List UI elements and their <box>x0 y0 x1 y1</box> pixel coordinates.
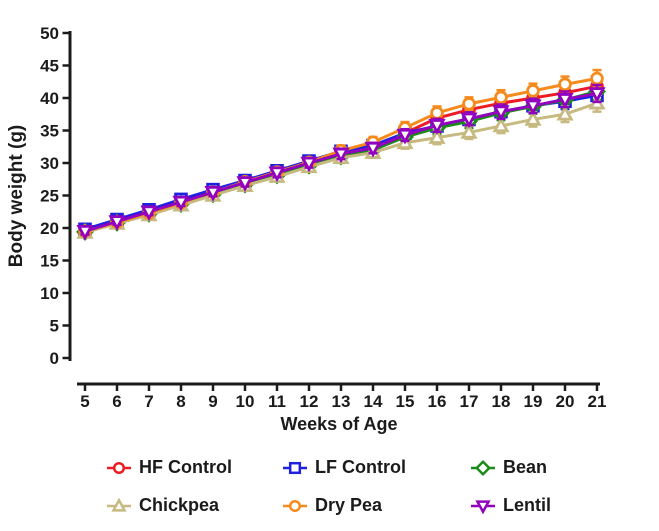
legend-item-hf-control: HF Control <box>106 457 232 478</box>
svg-text:15: 15 <box>396 392 415 411</box>
svg-text:20: 20 <box>556 392 575 411</box>
svg-text:5: 5 <box>80 392 89 411</box>
svg-text:9: 9 <box>208 392 217 411</box>
legend-label-chickpea: Chickpea <box>139 495 220 515</box>
svg-text:13: 13 <box>332 392 351 411</box>
svg-text:45: 45 <box>40 57 59 76</box>
dry-pea-marker-icon <box>283 499 307 512</box>
x-axis-label: Weeks of Age <box>280 414 397 434</box>
svg-text:20: 20 <box>40 219 59 238</box>
legend-item-chickpea: Chickpea <box>106 495 219 516</box>
svg-text:0: 0 <box>50 349 59 368</box>
chickpea-marker-icon <box>107 497 131 512</box>
legend-label-dry-pea: Dry Pea <box>315 495 383 515</box>
hf-control-marker-icon <box>107 461 131 474</box>
svg-text:17: 17 <box>460 392 479 411</box>
bean-marker-icon <box>471 459 495 476</box>
series-chickpea <box>76 93 606 239</box>
svg-text:10: 10 <box>236 392 255 411</box>
legend-item-bean: Bean <box>470 457 547 478</box>
svg-text:7: 7 <box>144 392 153 411</box>
legend-item-lentil: Lentil <box>470 495 551 516</box>
svg-text:6: 6 <box>112 392 121 411</box>
legend-label-hf-control: HF Control <box>139 457 232 477</box>
svg-text:35: 35 <box>40 122 59 141</box>
svg-text:11: 11 <box>268 392 286 411</box>
svg-text:15: 15 <box>40 252 59 271</box>
svg-text:18: 18 <box>492 392 511 411</box>
legend-item-lf-control: LF Control <box>282 457 406 478</box>
svg-text:19: 19 <box>524 392 543 411</box>
svg-text:8: 8 <box>176 392 185 411</box>
svg-text:16: 16 <box>428 392 447 411</box>
svg-text:12: 12 <box>300 392 319 411</box>
legend-label-lentil: Lentil <box>503 495 551 515</box>
svg-text:14: 14 <box>364 392 383 411</box>
svg-text:40: 40 <box>40 89 59 108</box>
svg-text:25: 25 <box>40 187 59 206</box>
legend-item-dry-pea: Dry Pea <box>282 495 382 516</box>
series-lentil <box>76 83 606 241</box>
lf-control-marker-icon <box>283 461 307 474</box>
y-axis-label: Body weight (g) <box>6 125 27 267</box>
svg-text:5: 5 <box>50 317 59 336</box>
svg-text:10: 10 <box>40 284 59 303</box>
legend-label-bean: Bean <box>503 457 548 477</box>
svg-text:30: 30 <box>40 154 59 173</box>
svg-text:21: 21 <box>588 392 607 411</box>
svg-text:50: 50 <box>40 24 59 43</box>
legend-label-lf-control: LF Control <box>315 457 406 477</box>
lentil-marker-icon <box>471 499 495 514</box>
